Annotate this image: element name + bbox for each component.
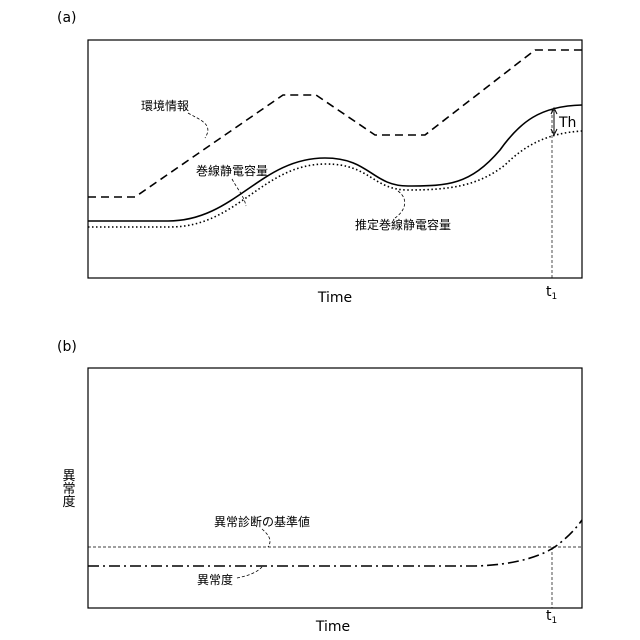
anomaly-degree-line — [88, 520, 582, 566]
diagnosis-threshold-leader — [262, 529, 270, 547]
panel-a-label: (a) — [57, 10, 77, 26]
panel-b-label: (b) — [57, 339, 77, 355]
threshold-label: Th — [558, 115, 576, 131]
anomaly-degree-label: 異常度 — [197, 572, 233, 587]
estimated-winding-capacitance-leader — [395, 191, 405, 218]
diagnosis-threshold-label: 異常診断の基準値 — [214, 514, 310, 529]
t1-label-b: t1 — [546, 608, 557, 626]
panel-b-frame — [88, 368, 582, 608]
environment-info-leader — [188, 113, 208, 138]
winding-capacitance-label: 巻線静電容量 — [196, 163, 268, 178]
environment-info-line — [88, 50, 582, 197]
anomaly-degree-leader — [237, 567, 262, 578]
estimated-winding-capacitance-label: 推定巻線静電容量 — [355, 217, 451, 232]
winding-capacitance-line — [88, 105, 582, 221]
t1-label-a: t1 — [546, 284, 557, 302]
x-axis-label-b: Time — [315, 619, 350, 635]
y-axis-label-b: 異常度 — [60, 469, 76, 508]
environment-info-label: 環境情報 — [141, 98, 189, 113]
x-axis-label-a: Time — [317, 290, 352, 306]
